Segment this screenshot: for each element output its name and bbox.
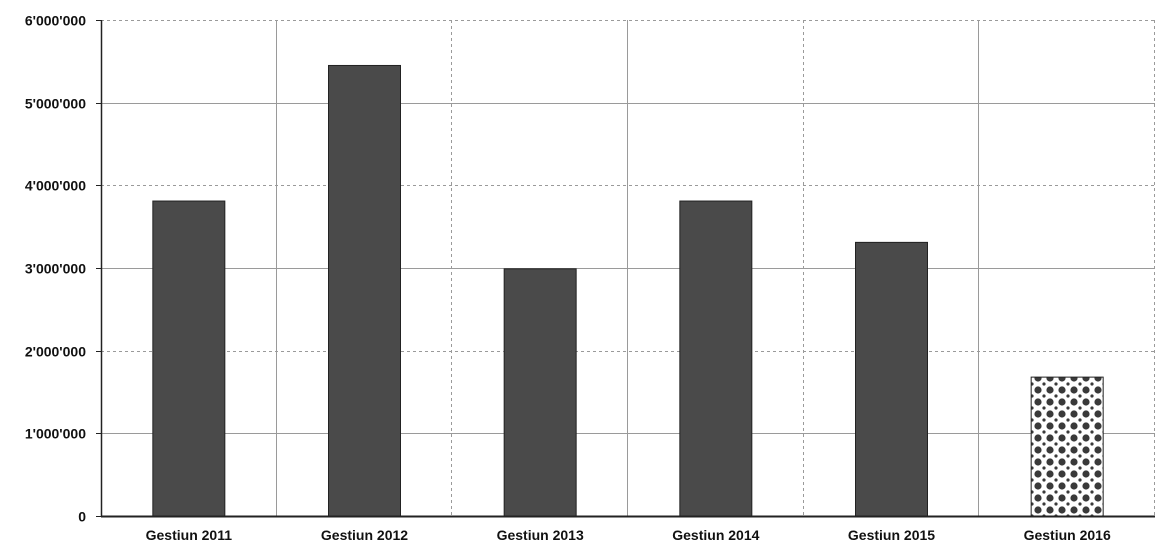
- y-tick-label: 3'000'000: [25, 261, 86, 277]
- grid-layer: [101, 20, 1155, 516]
- y-tick-label: 0: [78, 509, 86, 525]
- y-tick-label: 6'000'000: [25, 13, 86, 29]
- bar-gestiun-2014: [679, 200, 753, 517]
- bars-layer: [152, 64, 1104, 517]
- labels-layer: 0 1'000'000 2'000'000 3'000'000 4'000'000 5'0…: [25, 13, 1111, 544]
- axis-layer: [96, 20, 1155, 518]
- x-tick-label: Gestiun 2011: [146, 527, 233, 543]
- bar-gestiun-2016: [1030, 376, 1104, 517]
- y-tick-label: 4'000'000: [25, 178, 86, 194]
- y-tick-label: 1'000'000: [25, 426, 86, 442]
- bar-gestiun-2015: [855, 241, 928, 517]
- x-tick-label: Gestiun 2015: [848, 527, 935, 543]
- x-tick-label: Gestiun 2014: [672, 527, 759, 543]
- bar-gestiun-2011: [152, 200, 226, 517]
- y-tick-label: 2'000'000: [25, 344, 86, 360]
- bar-gestiun-2013: [503, 268, 577, 517]
- x-tick-label: Gestiun 2013: [497, 527, 584, 543]
- bar-gestiun-2012: [328, 64, 401, 517]
- y-tick-label: 5'000'000: [25, 96, 86, 112]
- x-tick-label: Gestiun 2012: [321, 527, 408, 543]
- x-tick-label: Gestiun 2016: [1024, 527, 1111, 543]
